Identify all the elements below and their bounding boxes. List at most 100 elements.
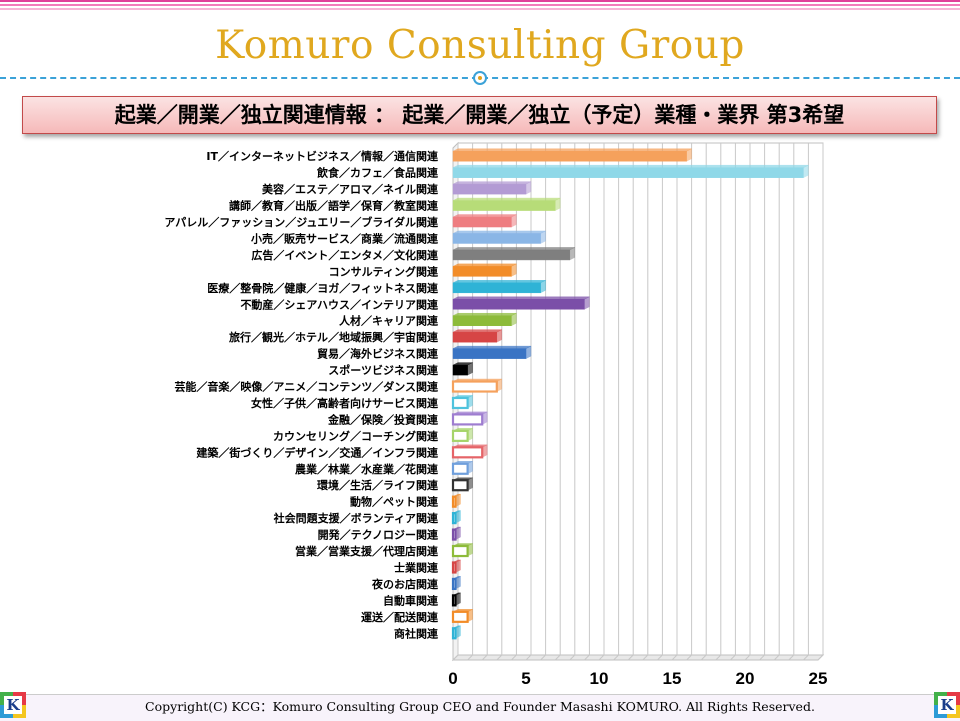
gridline-floor bbox=[744, 654, 751, 661]
bar-end-face bbox=[511, 214, 517, 228]
bar-chart: IT／インターネットビジネス／情報／通信関連飲食／カフェ／食品関連美容／エステ／… bbox=[164, 141, 827, 688]
bar bbox=[451, 559, 461, 574]
stripe-line bbox=[0, 4, 960, 6]
bar bbox=[451, 576, 461, 591]
bar-top-face bbox=[452, 296, 590, 300]
bar-front-face bbox=[451, 627, 457, 640]
bar-front-face bbox=[452, 249, 571, 261]
footer-bar bbox=[0, 694, 960, 721]
gridline-floor bbox=[525, 654, 532, 661]
category-label: 旅行／観光／ホテル／地域振興／宇宙関連 bbox=[229, 330, 439, 344]
bar-top-face bbox=[452, 312, 517, 316]
bar-end-face bbox=[803, 164, 809, 179]
bar-end-face bbox=[455, 592, 461, 606]
bar-top-face bbox=[452, 345, 532, 349]
bar-end-face bbox=[525, 345, 532, 360]
bar bbox=[451, 592, 461, 607]
bar bbox=[452, 296, 590, 310]
bar-front-face bbox=[451, 413, 484, 426]
bar-end-face bbox=[496, 329, 503, 343]
kcg-logo-right: K bbox=[934, 692, 960, 718]
bar-top-face bbox=[452, 329, 502, 333]
logo-letter: K bbox=[938, 696, 956, 714]
gridline-floor bbox=[788, 654, 795, 661]
gridline-floor bbox=[657, 654, 663, 661]
bar bbox=[451, 444, 488, 459]
bar-end-face bbox=[481, 444, 488, 458]
bar bbox=[451, 493, 461, 508]
category-label: 広告／イベント／エンタメ／文化関連 bbox=[251, 248, 439, 262]
bar-front-face bbox=[452, 315, 512, 326]
category-label: 小売／販売サービス／商業／流通関連 bbox=[250, 231, 439, 245]
category-label: 夜のお店関連 bbox=[371, 577, 439, 591]
bar-end-face bbox=[467, 543, 473, 557]
bar-front-face bbox=[451, 380, 498, 393]
x-tick-labels: 0 5 10 15 20 25 bbox=[448, 669, 827, 688]
bar-end-face bbox=[496, 378, 503, 392]
bar-end-face bbox=[554, 197, 561, 211]
category-label: 農業／林業／水産業／花関連 bbox=[295, 462, 439, 476]
category-label: アパレル／ファッション／ジュエリー／ブライダル関連 bbox=[164, 215, 439, 229]
bar-front-face bbox=[452, 299, 585, 310]
bar-end-face bbox=[455, 510, 461, 524]
bar bbox=[452, 329, 503, 343]
bar bbox=[452, 230, 546, 244]
bar bbox=[452, 345, 532, 360]
bar-end-face bbox=[467, 477, 473, 491]
bar-front-face bbox=[451, 577, 457, 591]
gridline-floor bbox=[569, 654, 576, 661]
bar-front-face bbox=[452, 348, 527, 359]
category-label: IT／インターネットビジネス／情報／通信関連 bbox=[206, 149, 439, 163]
bar-front-face bbox=[451, 462, 469, 475]
bar bbox=[452, 362, 473, 376]
bar-front-face bbox=[451, 528, 457, 541]
bar bbox=[451, 526, 461, 541]
gridline-floor bbox=[481, 654, 488, 661]
category-label: コンサルティング関連 bbox=[329, 264, 439, 278]
category-label: 芸能／音楽／映像／アニメ／コンテンツ／ダンス関連 bbox=[174, 380, 439, 394]
chart-bars bbox=[451, 148, 809, 640]
bar-end-face bbox=[455, 625, 461, 639]
bar-front-face bbox=[452, 183, 527, 195]
bar bbox=[451, 378, 503, 393]
category-label: カウンセリング／コーチング関連 bbox=[273, 429, 439, 443]
bar-end-face bbox=[467, 395, 473, 409]
bar-end-face bbox=[455, 559, 461, 573]
gridline-floor bbox=[613, 654, 619, 661]
bar bbox=[451, 395, 473, 410]
category-label: 女性／子供／高齢者向けサービス関連 bbox=[251, 396, 439, 410]
category-label: 講師／教育／出版／語学／保育／教室関連 bbox=[229, 199, 439, 213]
bar-top-face bbox=[452, 230, 546, 234]
bar-end-face bbox=[455, 576, 461, 590]
category-label: 商社関連 bbox=[394, 626, 439, 640]
divider-ornament-icon bbox=[473, 71, 487, 85]
bar-top-face bbox=[452, 263, 517, 267]
bar bbox=[451, 543, 473, 558]
x-tick-label: 5 bbox=[521, 669, 530, 688]
category-label: 動物／ペット関連 bbox=[350, 495, 439, 509]
bar bbox=[451, 477, 473, 492]
bar-end-face bbox=[467, 608, 473, 623]
gridline-floor bbox=[540, 654, 546, 661]
gridline-floor bbox=[467, 654, 473, 661]
gridline-floor bbox=[452, 654, 459, 661]
bar-end-face bbox=[467, 362, 473, 376]
bar-end-face bbox=[455, 493, 461, 508]
gridline-floor bbox=[759, 654, 765, 661]
bar bbox=[451, 510, 461, 525]
bar-end-face bbox=[569, 247, 576, 261]
gridline-floor bbox=[700, 654, 707, 661]
x-tick-label: 10 bbox=[590, 669, 609, 688]
bar bbox=[452, 181, 532, 195]
bar-end-face bbox=[481, 411, 488, 425]
subtitle-box: 起業／開業／独立関連情報 ： 起業／開業／独立（予定）業種・業界 第3希望 bbox=[22, 96, 937, 134]
category-label: 運送／配送関連 bbox=[361, 610, 439, 624]
gridline-floor bbox=[715, 654, 722, 661]
x-tick-label: 25 bbox=[809, 669, 828, 688]
bar bbox=[451, 460, 473, 475]
bar-front-face bbox=[452, 216, 512, 228]
logo-letter: K bbox=[4, 696, 22, 714]
bar-front-face bbox=[452, 233, 541, 244]
bar-end-face bbox=[540, 279, 546, 294]
category-label: 人材／キャリア関連 bbox=[339, 314, 439, 328]
